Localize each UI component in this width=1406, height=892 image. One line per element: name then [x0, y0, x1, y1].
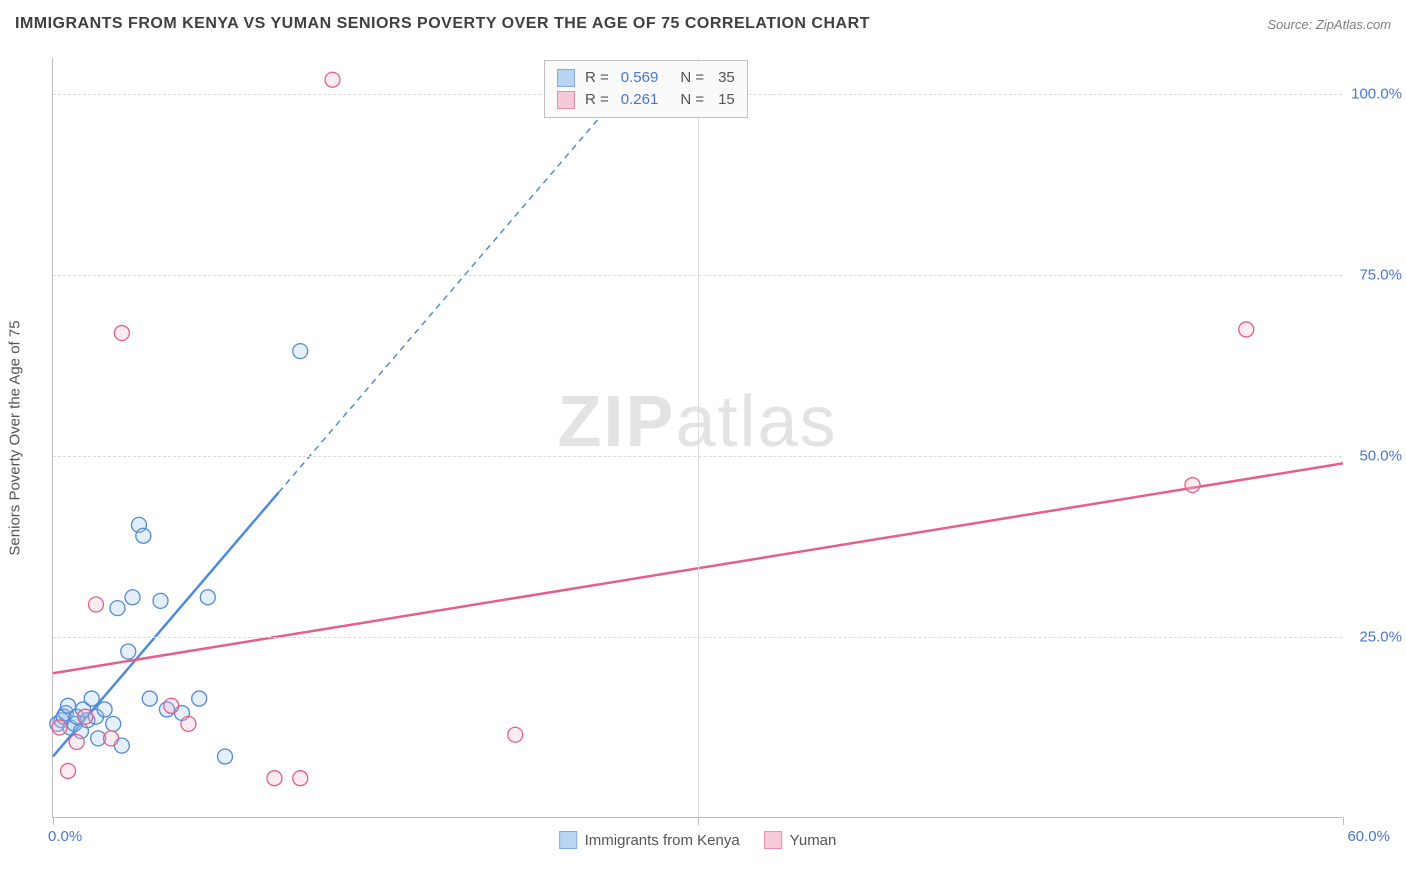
data-point — [84, 691, 99, 706]
legend-n-label: N = — [680, 67, 704, 89]
data-point — [78, 709, 93, 724]
y-axis-label: Seniors Poverty Over the Age of 75 — [7, 320, 24, 555]
x-tick-label: 60.0% — [1347, 828, 1390, 845]
trend-line-extrapolated — [279, 65, 645, 492]
legend-r-value: 0.261 — [621, 89, 659, 111]
x-tick — [698, 817, 699, 825]
data-point — [181, 716, 196, 731]
data-point — [89, 597, 104, 612]
y-tick-label: 100.0% — [1351, 86, 1402, 103]
data-point — [97, 702, 112, 717]
data-point — [192, 691, 207, 706]
data-point — [136, 528, 151, 543]
y-tick-label: 25.0% — [1359, 629, 1402, 646]
data-point — [153, 593, 168, 608]
data-point — [106, 716, 121, 731]
legend-swatch — [559, 831, 577, 849]
data-point — [125, 590, 140, 605]
data-point — [114, 326, 129, 341]
data-point — [293, 771, 308, 786]
data-point — [121, 644, 136, 659]
data-point — [110, 601, 125, 616]
legend-row: R = 0.261 N = 15 — [557, 89, 735, 111]
y-tick-label: 50.0% — [1359, 448, 1402, 465]
data-point — [325, 72, 340, 87]
legend-row: R = 0.569 N = 35 — [557, 67, 735, 89]
series-legend: Immigrants from Kenya Yuman — [559, 831, 837, 849]
data-point — [293, 344, 308, 359]
legend-swatch — [557, 69, 575, 87]
legend-n-label: N = — [680, 89, 704, 111]
source-attribution: Source: ZipAtlas.com — [1267, 17, 1391, 32]
legend-swatch — [764, 831, 782, 849]
legend-r-label: R = — [585, 89, 609, 111]
data-point — [104, 731, 119, 746]
legend-item: Yuman — [764, 831, 837, 849]
x-tick-label: 0.0% — [48, 828, 82, 845]
legend-swatch — [557, 91, 575, 109]
legend-r-value: 0.569 — [621, 67, 659, 89]
chart-title: IMMIGRANTS FROM KENYA VS YUMAN SENIORS P… — [15, 15, 870, 33]
legend-r-label: R = — [585, 67, 609, 89]
data-point — [267, 771, 282, 786]
legend-series-name: Yuman — [790, 832, 837, 849]
data-point — [52, 720, 67, 735]
x-tick — [53, 817, 54, 825]
legend-series-name: Immigrants from Kenya — [585, 832, 740, 849]
data-point — [200, 590, 215, 605]
legend-n-value: 15 — [718, 89, 735, 111]
plot-region: Seniors Poverty Over the Age of 75 ZIPat… — [52, 58, 1342, 818]
data-point — [218, 749, 233, 764]
data-point — [142, 691, 157, 706]
legend-n-value: 35 — [718, 67, 735, 89]
data-point — [1185, 478, 1200, 493]
data-point — [164, 698, 179, 713]
data-point — [508, 727, 523, 742]
y-tick-label: 75.0% — [1359, 267, 1402, 284]
data-point — [1239, 322, 1254, 337]
x-tick — [1343, 817, 1344, 825]
legend-item: Immigrants from Kenya — [559, 831, 740, 849]
data-point — [61, 763, 76, 778]
gridline-v — [698, 58, 699, 817]
chart-area: Seniors Poverty Over the Age of 75 ZIPat… — [52, 58, 1382, 828]
correlation-legend: R = 0.569 N = 35 R = 0.261 N = 15 — [544, 60, 748, 118]
data-point — [69, 735, 84, 750]
